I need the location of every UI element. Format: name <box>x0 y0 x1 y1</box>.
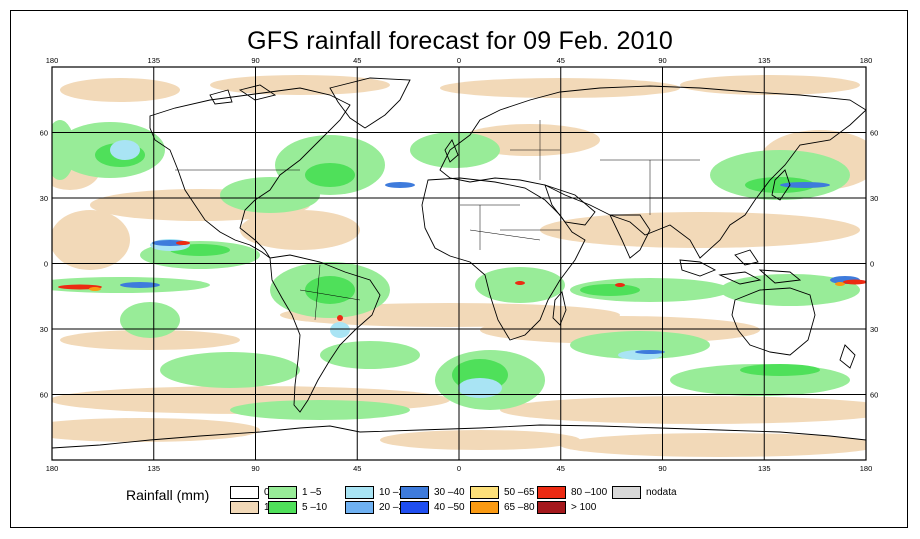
left-latitude-label: 0 <box>44 260 48 269</box>
top-longitude-label: 45 <box>353 56 361 65</box>
legend-label: 1 –5 <box>302 487 322 498</box>
legend-swatch <box>537 486 566 499</box>
legend-item: 30 –40 <box>400 486 465 499</box>
legend-item: 50 –65 <box>470 486 535 499</box>
bottom-longitude-label: 45 <box>557 464 565 473</box>
legend-swatch <box>268 501 297 514</box>
legend-label: 50 –65 <box>504 487 535 498</box>
legend-label: 80 –100 <box>571 487 608 498</box>
legend-item: nodata <box>612 486 677 499</box>
legend-label: 40 –50 <box>434 502 465 513</box>
figure-frame <box>10 10 908 528</box>
right-latitude-label: 0 <box>870 260 874 269</box>
legend-label: 10 –20 <box>379 487 410 498</box>
left-latitude-label: 60 <box>40 391 48 400</box>
bottom-longitude-label: 90 <box>251 464 259 473</box>
legend-item: 80 –100 <box>537 486 607 499</box>
bottom-longitude-label: 180 <box>860 464 873 473</box>
legend-label: 1 <box>264 502 270 513</box>
legend-swatch <box>470 486 499 499</box>
right-latitude-label: 30 <box>870 325 878 334</box>
top-longitude-label: 180 <box>860 56 873 65</box>
legend-item: 20 –30 <box>345 501 410 514</box>
right-latitude-label: 60 <box>870 391 878 400</box>
left-latitude-label: 60 <box>40 129 48 138</box>
legend-swatch <box>345 486 374 499</box>
legend-label: 0 <box>264 487 270 498</box>
bottom-longitude-label: 0 <box>457 464 461 473</box>
top-longitude-label: 45 <box>557 56 565 65</box>
legend-swatch <box>268 486 297 499</box>
legend-item: 10 –20 <box>345 486 410 499</box>
legend-item: 40 –50 <box>400 501 465 514</box>
legend-label: 30 –40 <box>434 487 465 498</box>
left-latitude-label: 30 <box>40 194 48 203</box>
legend-swatch <box>537 501 566 514</box>
legend-title: Rainfall (mm) <box>126 487 210 503</box>
legend-swatch <box>400 501 429 514</box>
legend-label: nodata <box>646 487 677 498</box>
top-longitude-label: 135 <box>147 56 160 65</box>
legend-label: 20 –30 <box>379 502 410 513</box>
legend-label: 65 –80 <box>504 502 535 513</box>
top-longitude-label: 180 <box>46 56 59 65</box>
legend-item: 5 –10 <box>268 501 327 514</box>
bottom-longitude-label: 90 <box>658 464 666 473</box>
legend-swatch <box>345 501 374 514</box>
legend-swatch <box>400 486 429 499</box>
top-longitude-label: 90 <box>251 56 259 65</box>
right-latitude-label: 60 <box>870 129 878 138</box>
left-latitude-label: 30 <box>40 325 48 334</box>
legend-item: > 100 <box>537 501 596 514</box>
legend-label: 5 –10 <box>302 502 328 513</box>
bottom-longitude-label: 180 <box>46 464 59 473</box>
map-title: GFS rainfall forecast for 09 Feb. 2010 <box>247 27 673 55</box>
top-longitude-label: 0 <box>457 56 461 65</box>
top-longitude-label: 90 <box>658 56 666 65</box>
bottom-longitude-label: 45 <box>353 464 361 473</box>
legend-swatch <box>230 486 259 499</box>
legend-item: 65 –80 <box>470 501 535 514</box>
bottom-longitude-label: 135 <box>758 464 771 473</box>
legend-label: > 100 <box>571 502 597 513</box>
bottom-longitude-label: 135 <box>147 464 160 473</box>
legend-swatch <box>612 486 641 499</box>
legend-item: 1 –5 <box>268 486 321 499</box>
legend-item: 1 <box>230 501 270 514</box>
legend-item: 0 <box>230 486 270 499</box>
top-longitude-label: 135 <box>758 56 771 65</box>
right-latitude-label: 30 <box>870 194 878 203</box>
legend-swatch <box>230 501 259 514</box>
legend-swatch <box>470 501 499 514</box>
